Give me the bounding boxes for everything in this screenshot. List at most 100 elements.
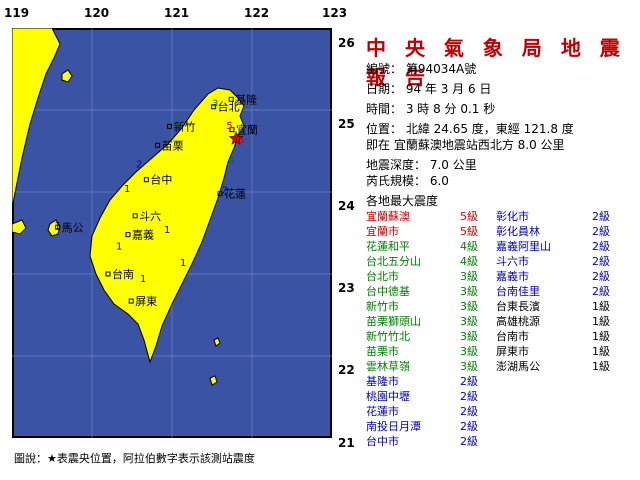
matsu-islands	[61, 69, 73, 83]
station-intensity-mark: 2	[136, 159, 142, 170]
station-name: 桃園中壢	[366, 390, 410, 403]
city-label: 嘉義	[132, 228, 154, 242]
station-intensity: 2級	[592, 210, 610, 223]
city-marker	[229, 127, 235, 133]
station-intensity: 3級	[460, 315, 478, 328]
station-name: 彰化市	[496, 210, 529, 223]
lon-tick-119: 119	[4, 6, 30, 20]
station-intensity: 5級	[460, 210, 478, 223]
station-intensity: 3級	[460, 270, 478, 283]
station-intensity: 2級	[460, 390, 478, 403]
city-marker	[211, 104, 217, 110]
kinmen-island	[12, 219, 27, 235]
station-name: 台中德基	[366, 285, 410, 298]
penghu-island	[47, 219, 61, 237]
station-name: 苗栗市	[366, 345, 399, 358]
station-name: 斗六市	[496, 255, 529, 268]
station-name: 宜蘭蘇澳	[366, 210, 410, 223]
station-intensity: 1級	[592, 360, 610, 373]
station-intensity: 2級	[592, 240, 610, 253]
station-name: 苗栗獅頭山	[366, 315, 421, 328]
city-label: 基隆	[235, 92, 257, 106]
city-label: 新竹	[174, 119, 196, 133]
station-name: 花蓮和平	[366, 240, 410, 253]
station-intensity-mark: 1	[180, 258, 186, 269]
station-name: 嘉義阿里山	[496, 240, 551, 253]
city-label: 馬公	[62, 221, 84, 234]
city-label: 宜蘭	[236, 123, 258, 137]
city-label: 台南	[112, 267, 134, 281]
station-intensity: 1級	[592, 345, 610, 358]
lat-tick-24: 24	[338, 199, 355, 213]
station-intensity-mark: 1	[54, 221, 60, 232]
station-intensity: 4級	[460, 240, 478, 253]
lat-tick-23: 23	[338, 281, 355, 295]
station-name: 台南市	[496, 330, 529, 343]
orchid-island	[209, 375, 218, 386]
lon-tick-120: 120	[84, 6, 110, 20]
lon-tick-121: 121	[164, 6, 190, 20]
report-number: 編號： 第94034A號	[366, 62, 477, 76]
station-intensity-mark: 1	[164, 225, 170, 236]
report-date: 日期： 94 年 3 月 6 日	[366, 82, 492, 96]
station-intensity: 3級	[460, 330, 478, 343]
station-intensity-mark: 2	[222, 186, 228, 197]
station-intensity: 2級	[460, 420, 478, 433]
lat-tick-22: 22	[338, 363, 355, 377]
station-name: 新竹市	[366, 300, 399, 313]
station-intensity: 3級	[460, 360, 478, 373]
station-name: 彰化員林	[496, 225, 540, 238]
station-intensity: 2級	[460, 375, 478, 388]
city-marker	[105, 271, 111, 277]
station-intensity: 2級	[592, 285, 610, 298]
city-label: 斗六	[139, 210, 161, 223]
taiwan-island	[89, 87, 245, 364]
city-label: 屏東	[135, 295, 157, 308]
green-island	[213, 337, 221, 347]
lat-tick-25: 25	[338, 117, 355, 131]
station-intensity-mark: 5	[226, 121, 232, 132]
station-name: 新竹竹北	[366, 330, 410, 343]
station-name: 基隆市	[366, 375, 399, 388]
station-intensity: 1級	[592, 330, 610, 343]
station-intensity: 2級	[592, 255, 610, 268]
station-name: 台東長濱	[496, 300, 540, 313]
city-marker	[128, 298, 134, 304]
city-marker	[228, 96, 234, 102]
station-intensity: 2級	[592, 270, 610, 283]
station-intensity-mark: 3	[212, 99, 218, 110]
report-magnitude: 芮氏規模： 6.0	[366, 174, 449, 188]
station-name: 屏東市	[496, 345, 529, 358]
station-intensity: 3級	[460, 300, 478, 313]
station-intensity-mark: 3	[174, 118, 180, 129]
epicenter-layer	[228, 131, 244, 145]
station-intensity: 4級	[460, 255, 478, 268]
station-intensity: 2級	[592, 225, 610, 238]
report-relative: 即在 宜蘭蘇澳地震站西北方 8.0 公里	[366, 138, 565, 152]
city-marker	[143, 177, 149, 183]
report-time: 時間： 3 時 8 分 0.1 秒	[366, 102, 496, 116]
station-intensity: 3級	[460, 345, 478, 358]
report-title: 中 央 氣 象 局 地 震 報 告	[366, 36, 626, 89]
city-marker	[167, 123, 173, 129]
lon-tick-123: 123	[322, 6, 348, 20]
station-intensity: 5級	[460, 225, 478, 238]
station-name: 台南佳里	[496, 285, 540, 298]
station-intensity: 2級	[460, 405, 478, 418]
report-depth: 地震深度： 7.0 公里	[366, 158, 477, 172]
station-name: 台北五分山	[366, 255, 421, 268]
city-label: 苗栗	[162, 139, 184, 152]
lon-tick-122: 122	[244, 6, 270, 20]
report-position: 位置： 北緯 24.65 度，東經 121.8 度	[366, 122, 574, 136]
station-name: 台中市	[366, 435, 399, 448]
station-name: 宜蘭市	[366, 225, 399, 238]
epicenter-star-icon	[228, 131, 244, 145]
mainland-coast	[12, 28, 61, 209]
station-name: 花蓮市	[366, 405, 399, 418]
city-marker	[55, 224, 61, 230]
lat-tick-26: 26	[338, 36, 355, 50]
station-name: 嘉義市	[496, 270, 529, 283]
